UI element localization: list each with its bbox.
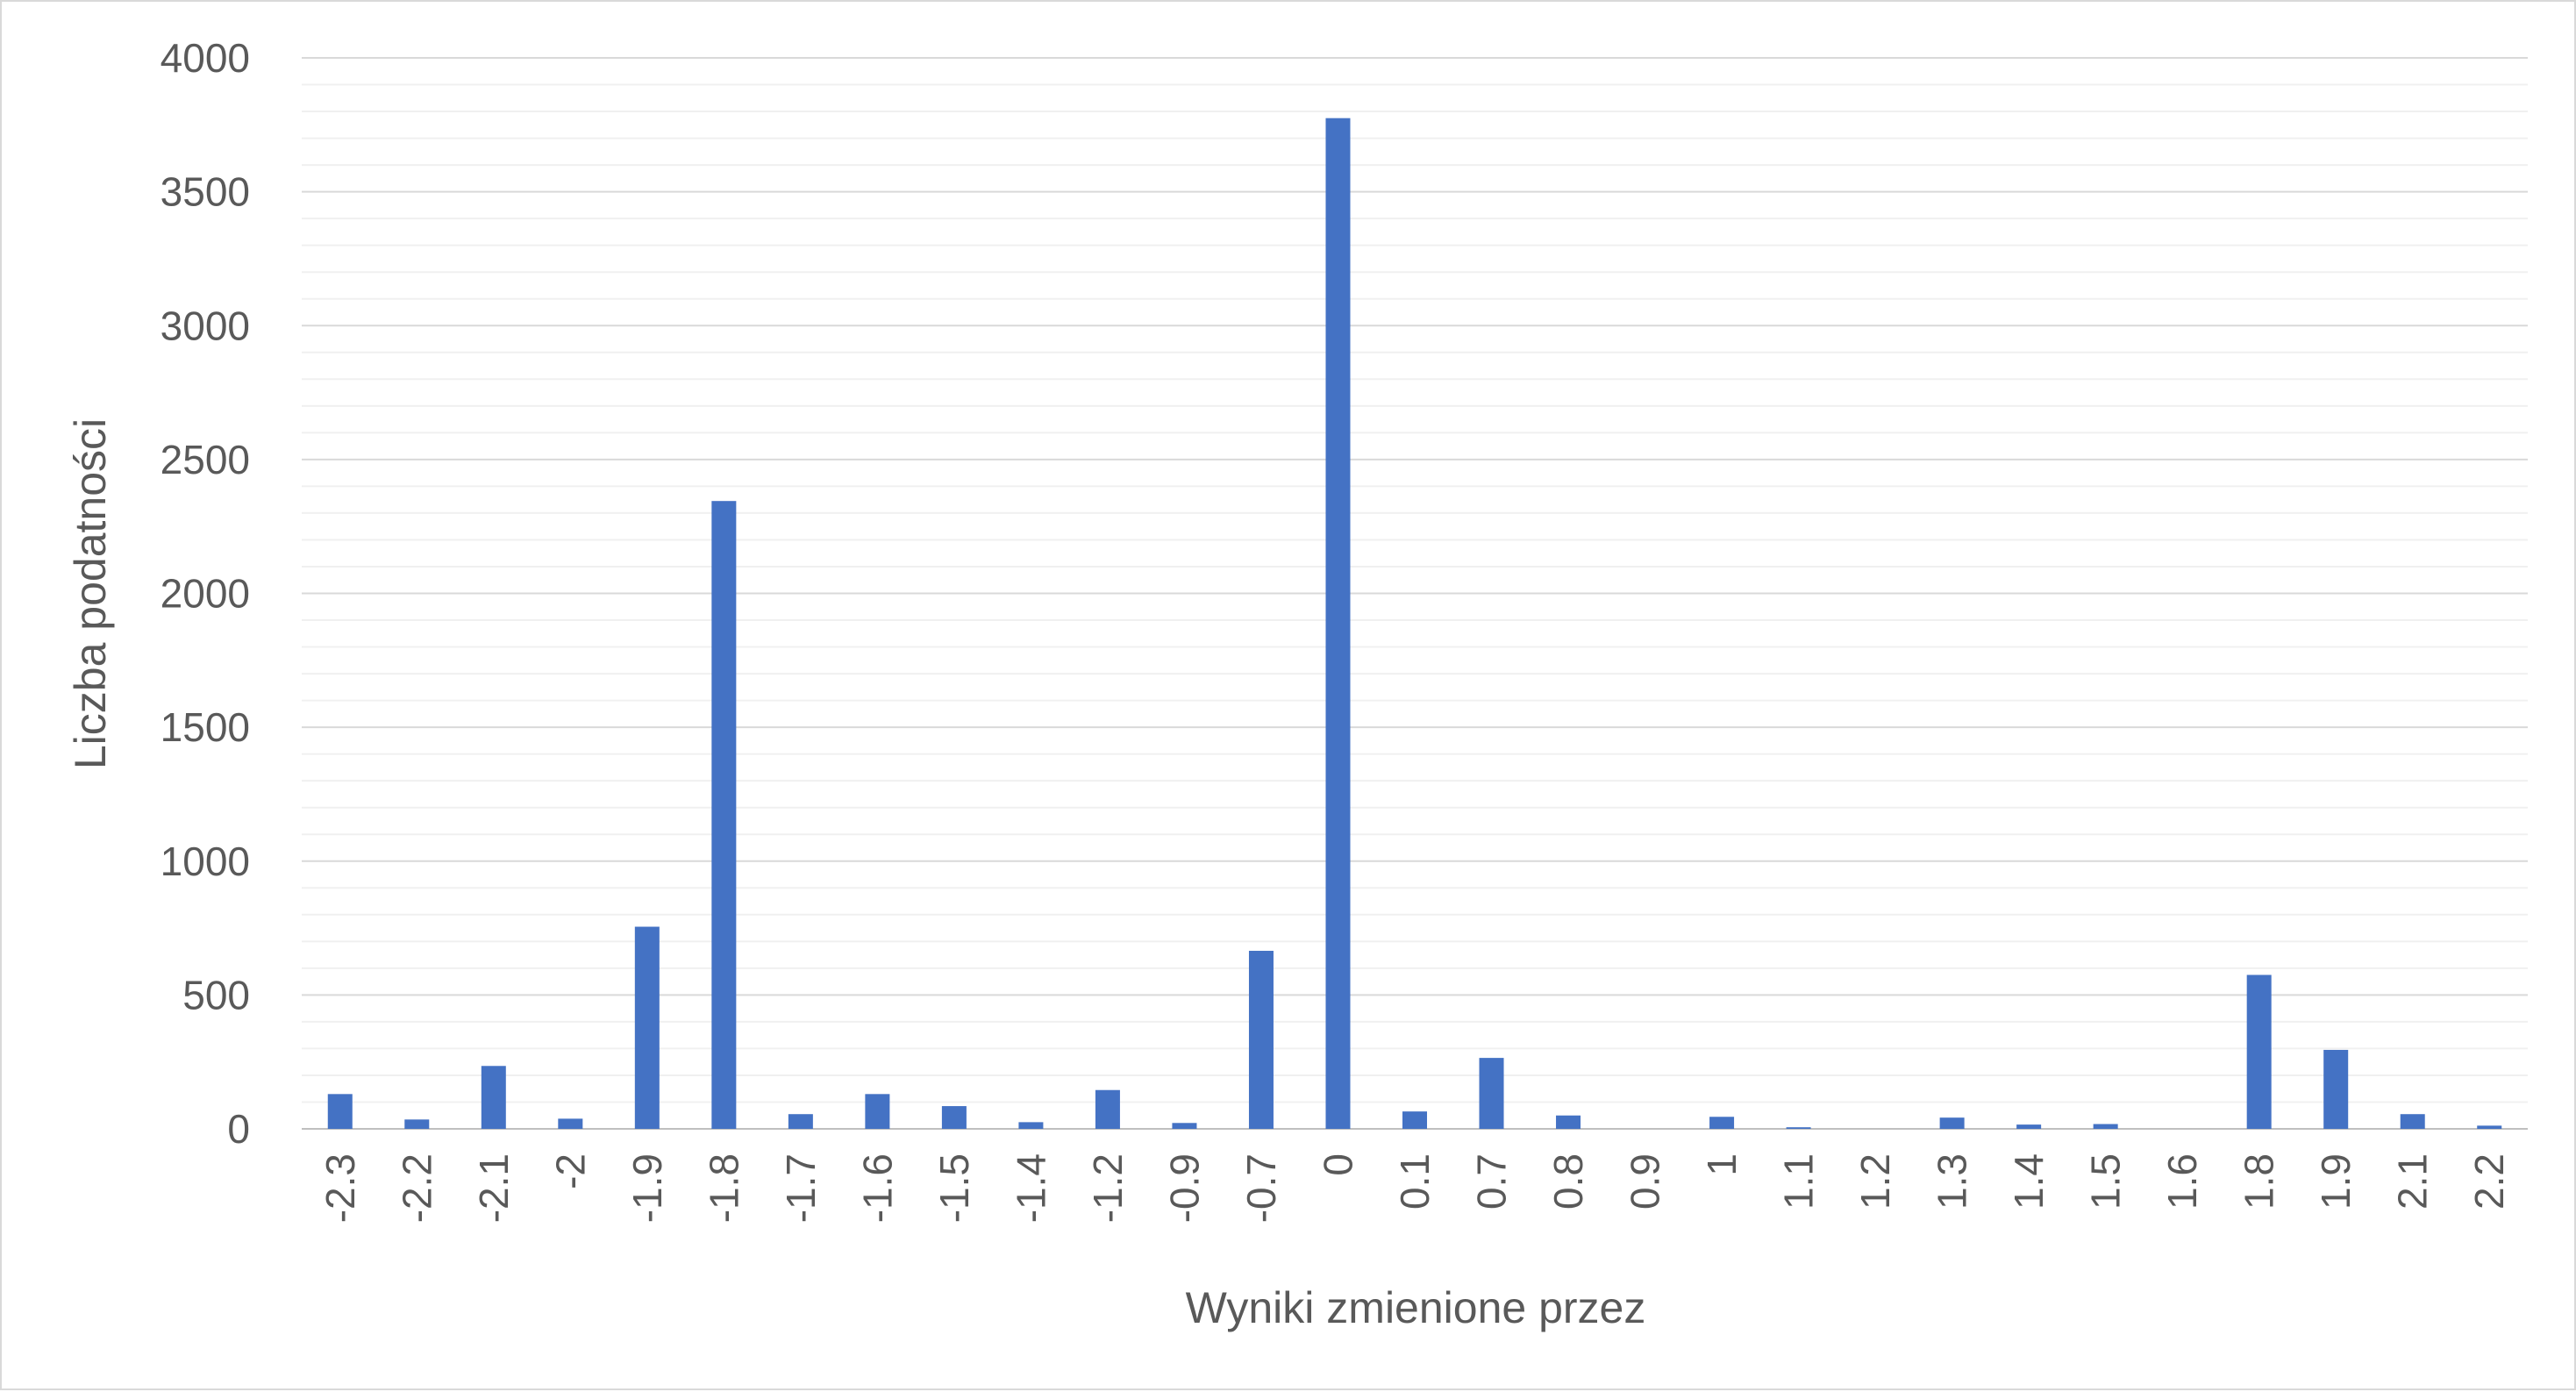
x-tick-label: 0.9 (1623, 1153, 1668, 1210)
bar (1248, 951, 1274, 1129)
gridlines (302, 57, 2528, 1130)
x-tick-label: -1.6 (854, 1153, 900, 1223)
x-tick-label: -2 (547, 1153, 593, 1189)
bar (2400, 1114, 2425, 1129)
x-tick-label: -1.9 (624, 1153, 670, 1223)
y-tick-label: 0 (227, 1106, 250, 1152)
x-tick-label: 1.2 (1852, 1153, 1898, 1210)
y-axis-title: Liczba podatności (66, 418, 115, 769)
x-tick-label: -1.4 (1008, 1153, 1053, 1223)
x-tick-label: 1.5 (2083, 1153, 2129, 1210)
x-tick-label: 1.3 (1930, 1153, 1975, 1210)
y-tick-label: 1500 (161, 704, 250, 750)
bar (711, 501, 737, 1129)
x-tick-label: 1 (1699, 1153, 1745, 1176)
x-tick-label: 1.8 (2237, 1153, 2282, 1210)
bar (404, 1119, 430, 1129)
x-tick-label: -1.8 (701, 1153, 746, 1223)
bar (2477, 1125, 2502, 1129)
bar (2323, 1049, 2349, 1129)
bar (634, 926, 660, 1129)
x-tick-label: 0.8 (1545, 1153, 1591, 1210)
bar (865, 1094, 890, 1129)
bar (1095, 1089, 1120, 1129)
bar (1402, 1111, 1428, 1129)
x-tick-label: -0.9 (1161, 1153, 1207, 1223)
bar (1709, 1117, 1735, 1129)
x-tick-label: -0.7 (1238, 1153, 1284, 1223)
x-tick-label: -2.3 (318, 1153, 363, 1223)
bar (2246, 974, 2272, 1129)
x-tick-label: -1.5 (931, 1153, 977, 1223)
bar (1172, 1123, 1197, 1129)
bars (327, 118, 2502, 1129)
y-tick-label: 500 (182, 972, 250, 1017)
y-tick-label: 4000 (161, 35, 250, 81)
x-tick-label: 0 (1315, 1153, 1360, 1176)
bar (941, 1106, 967, 1129)
y-tick-label: 3000 (161, 303, 250, 348)
x-tick-label: -2.1 (471, 1153, 517, 1223)
x-tick-label: 1.1 (1776, 1153, 1822, 1210)
bar (2093, 1124, 2118, 1129)
bar (1018, 1122, 1044, 1129)
x-tick-label: 1.9 (2313, 1153, 2358, 1210)
x-axis-title: Wyniki zmienione przez (1186, 1283, 1646, 1332)
x-tick-label: 2.1 (2390, 1153, 2436, 1210)
x-tick-label: 1.6 (2159, 1153, 2205, 1210)
bar (1479, 1058, 1504, 1129)
y-axis-tick-labels: 0 500 1000 1500 2000 2500 3000 3500 4000 (161, 35, 250, 1152)
bar (481, 1066, 506, 1129)
x-tick-label: 0.1 (1392, 1153, 1438, 1210)
bar (1786, 1127, 1811, 1129)
x-tick-label: -1.7 (778, 1153, 824, 1223)
x-tick-label: 0.7 (1469, 1153, 1515, 1210)
x-tick-label: 2.2 (2466, 1153, 2512, 1210)
bar (327, 1094, 353, 1129)
bar (788, 1114, 813, 1129)
y-tick-label: 1000 (161, 839, 250, 884)
bar (558, 1118, 583, 1129)
x-tick-label: -2.2 (394, 1153, 439, 1223)
bar (1556, 1115, 1581, 1129)
bar (1939, 1117, 1965, 1129)
x-tick-label: -1.2 (1085, 1153, 1131, 1223)
bar (2016, 1124, 2042, 1129)
y-tick-label: 2000 (161, 571, 250, 617)
y-tick-label: 2500 (161, 437, 250, 482)
bar (1325, 118, 1351, 1129)
x-axis-tick-labels: -2.3 -2.2 -2.1 -2 -1.9 -1.8 -1.7 -1.6 -1.5 -1.4 -1… (318, 1153, 2512, 1223)
y-tick-label: 3500 (161, 169, 250, 215)
x-tick-label: 1.4 (2006, 1153, 2052, 1210)
